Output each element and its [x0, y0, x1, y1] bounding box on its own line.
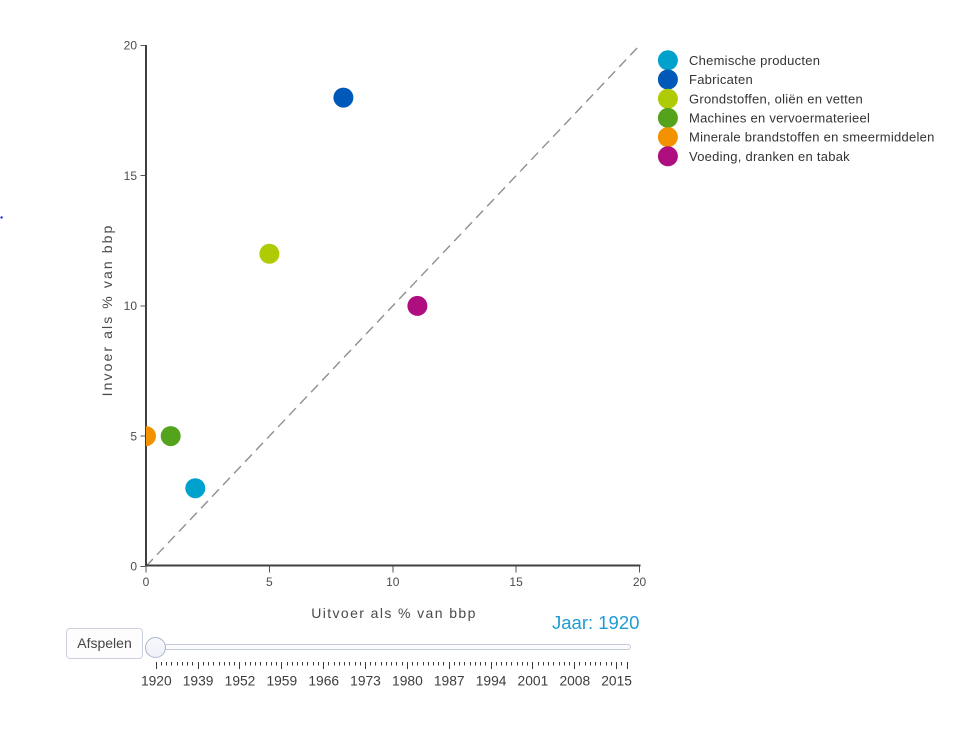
svg-text:0: 0: [143, 575, 150, 589]
svg-text:Grondstoffen, oliën en vetten: Grondstoffen, oliën en vetten: [689, 91, 863, 106]
svg-text:Machines en vervoermaterieel: Machines en vervoermaterieel: [689, 111, 870, 126]
svg-text:1994: 1994: [476, 674, 507, 689]
svg-text:20: 20: [633, 575, 647, 589]
svg-text:15: 15: [509, 575, 523, 589]
svg-text:1966: 1966: [308, 674, 339, 689]
svg-text:Chemische producten: Chemische producten: [689, 53, 820, 68]
svg-text:1959: 1959: [266, 674, 297, 689]
svg-text:0: 0: [130, 560, 137, 574]
svg-text:1987: 1987: [434, 674, 465, 689]
svg-text:1920: 1920: [141, 674, 172, 689]
svg-text:Uitvoer als % van bbp: Uitvoer als % van bbp: [311, 605, 477, 621]
svg-text:Voeding, dranken en tabak: Voeding, dranken en tabak: [689, 149, 850, 164]
svg-text:Invoer als % van bbp: Invoer als % van bbp: [99, 224, 115, 397]
svg-text:Jaar: 1920: Jaar: 1920: [552, 612, 639, 633]
svg-text:1939: 1939: [183, 674, 214, 689]
svg-text:Minerale brandstoffen en smeer: Minerale brandstoffen en smeermiddelen: [689, 130, 935, 145]
svg-text:2015: 2015: [601, 674, 632, 689]
svg-text:15: 15: [124, 169, 138, 183]
svg-text:10: 10: [386, 575, 400, 589]
svg-text:10: 10: [124, 299, 138, 313]
svg-text:2001: 2001: [518, 674, 549, 689]
svg-text:1973: 1973: [350, 674, 381, 689]
svg-text:5: 5: [130, 429, 137, 443]
svg-text:20: 20: [124, 39, 138, 53]
svg-text:1952: 1952: [225, 674, 256, 689]
svg-text:2008: 2008: [559, 674, 590, 689]
svg-text:Fabricaten: Fabricaten: [689, 72, 753, 87]
svg-text:5: 5: [266, 575, 273, 589]
svg-text:1980: 1980: [392, 674, 423, 689]
